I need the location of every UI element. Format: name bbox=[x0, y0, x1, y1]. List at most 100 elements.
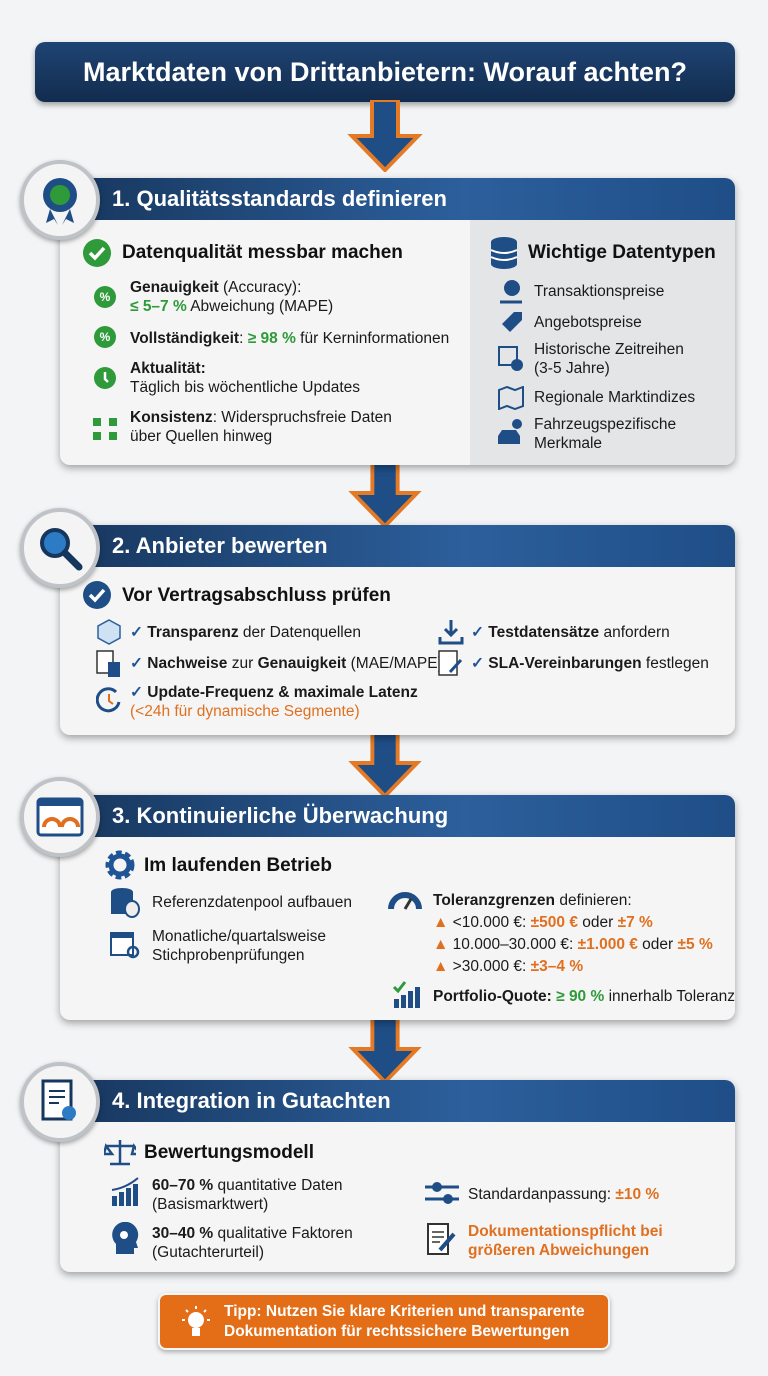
text-segment: Dokumentationspflicht bei größeren Abwei… bbox=[468, 1223, 663, 1259]
scales-icon bbox=[104, 1140, 136, 1166]
text-segment: ≤ 5–7 % bbox=[130, 298, 187, 315]
arrow-down-icon bbox=[347, 100, 423, 172]
list-item: Aktualität: Täglich bis wöchentliche Upd… bbox=[130, 359, 360, 397]
map-icon bbox=[498, 386, 524, 410]
text-segment: Aktualität: bbox=[130, 360, 206, 377]
gear-icon bbox=[105, 850, 135, 880]
percent-icon: % bbox=[94, 286, 116, 308]
text-segment: ≥ 90 % bbox=[556, 988, 605, 1005]
arrow-down-icon bbox=[348, 1014, 422, 1084]
section-header: 4. Integration in Gutachten bbox=[60, 1080, 735, 1122]
text-segment: für Kerninformationen bbox=[295, 330, 450, 347]
text-segment: oder bbox=[637, 936, 678, 953]
growth-chart-icon bbox=[111, 1177, 139, 1206]
section-integration: 4. Integration in Gutachten Bewertungsmo… bbox=[60, 1080, 735, 1272]
text-segment: ≥ 98 % bbox=[247, 330, 296, 347]
document-calculator-icon bbox=[96, 650, 120, 677]
text-segment: Update-Frequenz & maximale Latenz bbox=[147, 684, 418, 701]
text-segment: ✓ bbox=[130, 624, 148, 641]
contract-sign-icon bbox=[438, 650, 463, 676]
text-segment: (Basismarktwert) bbox=[152, 1196, 269, 1213]
svg-text:%: % bbox=[100, 330, 111, 344]
money-bag-icon bbox=[500, 280, 522, 304]
data-type-item: Fahrzeugspezifische Merkmale bbox=[534, 416, 677, 452]
list-item: Konsistenz: Widerspruchsfreie Daten über… bbox=[130, 408, 392, 446]
subheading: Datenqualität messbar machen bbox=[122, 242, 403, 263]
car-gear-icon bbox=[498, 419, 522, 444]
check-circle-icon bbox=[83, 581, 111, 609]
list-item: Monatliche/quartalsweise Stichprobenprüf… bbox=[152, 928, 327, 964]
text-segment: 60–70 % bbox=[152, 1177, 214, 1194]
section-monitoring: 3. Kontinuierliche Überwachung Im laufen… bbox=[60, 795, 735, 1020]
checklist-item: ✓ Transparenz der Datenquellen bbox=[130, 623, 361, 642]
magnifier-icon bbox=[20, 508, 100, 588]
subheading: Bewertungsmodell bbox=[144, 1142, 314, 1163]
dashboard-icon bbox=[20, 777, 100, 857]
award-badge-icon bbox=[20, 160, 100, 240]
subheading: Im laufenden Betrieb bbox=[144, 855, 332, 876]
text-segment: Genauigkeit bbox=[257, 655, 347, 672]
text-segment: anfordern bbox=[599, 624, 670, 641]
warning-icon: ▲ bbox=[433, 936, 453, 953]
text-segment: Standardanpassung: bbox=[468, 1186, 616, 1203]
text-segment: Vollständigkeit bbox=[130, 330, 240, 347]
price-tag-icon bbox=[502, 312, 522, 332]
page-title: Marktdaten von Drittanbietern: Worauf ac… bbox=[35, 42, 735, 102]
data-type-item: Transaktionspreise bbox=[534, 283, 665, 300]
text-segment: >30.000 €: bbox=[452, 958, 531, 975]
tolerance-item: ▲ >30.000 €: ±3–4 % bbox=[433, 957, 583, 976]
text-segment: ±1.000 € bbox=[577, 936, 638, 953]
data-type-item: Angebotspreise bbox=[534, 314, 642, 331]
gauge-icon bbox=[388, 892, 422, 910]
slider-icon bbox=[425, 1182, 459, 1204]
text-segment: Toleranzgrenzen bbox=[433, 892, 556, 909]
certificate-document-icon bbox=[20, 1062, 100, 1142]
text-segment: (MAE/MAPE) bbox=[346, 655, 443, 672]
tolerance-item: ▲ 10.000–30.000 €: ±1.000 € oder ±5 % bbox=[433, 935, 713, 954]
text-segment: über Quellen hinweg bbox=[130, 428, 273, 445]
text-segment: Täglich bis wöchentliche Updates bbox=[130, 379, 361, 396]
text-segment: der Datenquellen bbox=[238, 624, 361, 641]
data-type-item: Regionale Marktindizes bbox=[534, 389, 696, 406]
clock-icon bbox=[94, 367, 116, 389]
text-segment: <10.000 €: bbox=[452, 914, 531, 931]
text-segment: (Accuracy): bbox=[218, 279, 302, 296]
text-segment: ±5 % bbox=[677, 936, 713, 953]
text-segment: 10.000–30.000 €: bbox=[452, 936, 578, 953]
text-segment: 30–40 % bbox=[152, 1225, 214, 1242]
text-segment: ±7 % bbox=[617, 914, 653, 931]
subheading: Wichtige Datentypen bbox=[528, 242, 716, 263]
database-icon bbox=[111, 888, 140, 918]
section-header: 3. Kontinuierliche Überwachung bbox=[60, 795, 735, 837]
head-gears-icon bbox=[112, 1222, 139, 1254]
chart-check-icon bbox=[392, 981, 420, 1008]
model-item: 60–70 % quantitative Daten (Basismarktwe… bbox=[152, 1176, 342, 1214]
text-segment: : bbox=[239, 330, 248, 347]
text-segment: Abweichung (MAPE) bbox=[186, 298, 334, 315]
section-header: 2. Anbieter bewerten bbox=[60, 525, 735, 567]
text-segment: ✓ bbox=[471, 624, 489, 641]
portfolio-quota: Portfolio-Quote: ≥ 90 % innerhalb Tolera… bbox=[433, 987, 735, 1006]
text-segment: Testdatensätze bbox=[488, 624, 600, 641]
checklist-item: ✓ Update-Frequenz & maximale Latenz (<24… bbox=[130, 683, 418, 721]
section-vendor-evaluation: 2. Anbieter bewerten Vor Vertragsabschlu… bbox=[60, 525, 735, 735]
text-segment: ±10 % bbox=[615, 1186, 660, 1203]
checklist-item: ✓ SLA-Vereinbarungen festlegen bbox=[471, 654, 709, 673]
text-segment: SLA-Vereinbarungen bbox=[488, 655, 642, 672]
lightbulb-icon bbox=[182, 1306, 210, 1336]
list-item: Vollständigkeit: ≥ 98 % für Kerninformat… bbox=[130, 329, 449, 348]
subheading: Vor Vertragsabschluss prüfen bbox=[122, 585, 391, 606]
download-icon bbox=[438, 620, 464, 645]
text-segment: zur bbox=[227, 655, 258, 672]
network-icon bbox=[93, 418, 117, 440]
tolerance-item: ▲ <10.000 €: ±500 € oder ±7 % bbox=[433, 913, 653, 932]
text-segment: quantitative Daten bbox=[213, 1177, 343, 1194]
svg-text:%: % bbox=[100, 290, 111, 304]
tip-banner: Tipp: Nutzen Sie klare Kriterien und tra… bbox=[158, 1293, 610, 1350]
database-icon bbox=[490, 237, 518, 269]
text-segment: Transparenz bbox=[147, 624, 239, 641]
tolerance-title: Toleranzgrenzen definieren: bbox=[433, 891, 632, 910]
section-quality-standards: 1. Qualitätsstandards definieren Datenqu… bbox=[60, 178, 735, 465]
text-segment: ✓ bbox=[471, 655, 489, 672]
text-segment: oder bbox=[577, 914, 618, 931]
